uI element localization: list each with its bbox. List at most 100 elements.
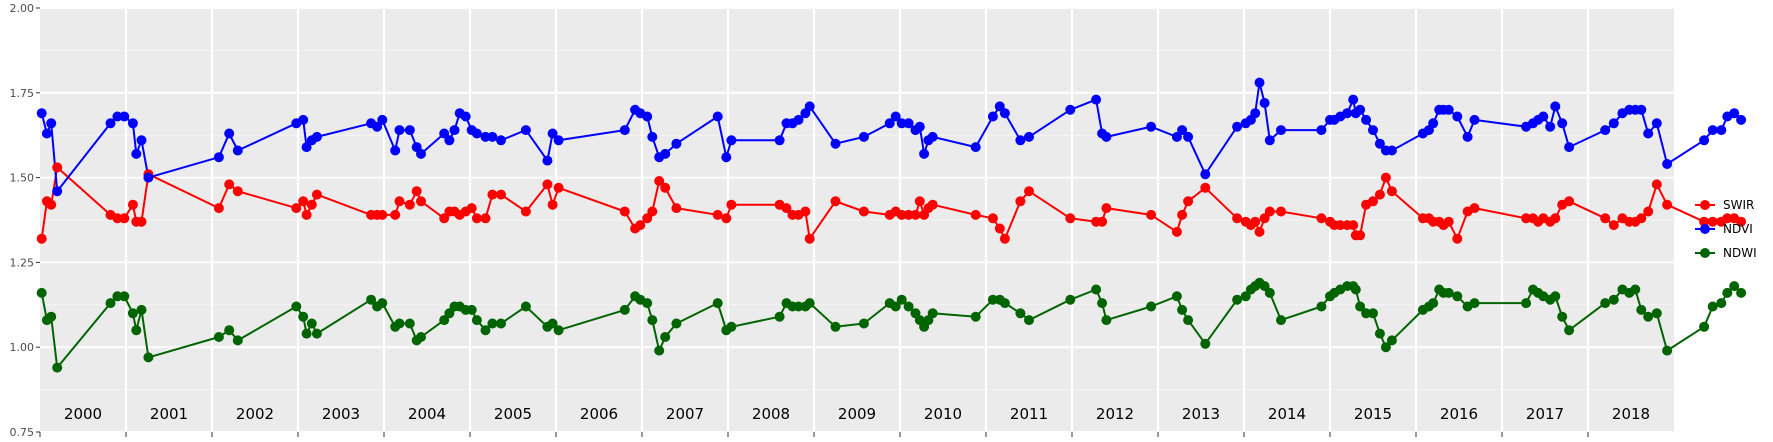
data-point-ndvi <box>896 118 907 129</box>
data-point-ndwi <box>496 318 506 329</box>
data-point-ndwi <box>903 301 914 312</box>
data-point-ndvi <box>726 135 737 146</box>
data-point-swir <box>1024 186 1034 197</box>
data-point-ndwi <box>1630 284 1641 295</box>
data-point-ndvi <box>224 128 235 139</box>
data-point-swir <box>804 233 815 244</box>
x-axis: 2000 2001 2002 2003 2004 2005 2006 2007 2008 2009… <box>39 405 1650 437</box>
data-point-ndwi <box>1368 308 1378 319</box>
data-point-swir <box>999 233 1010 244</box>
data-point-ndwi <box>232 335 243 346</box>
data-point-ndvi <box>1355 104 1366 115</box>
data-point-swir <box>635 220 646 231</box>
data-point-ndwi <box>642 298 653 309</box>
data-point-ndvi <box>1015 135 1026 146</box>
data-point-ndvi <box>804 101 815 112</box>
data-point-swir <box>1736 216 1747 227</box>
data-point-swir <box>1550 213 1561 224</box>
data-point-ndvi <box>1146 121 1157 132</box>
data-point-ndwi <box>471 315 482 326</box>
data-point-ndvi <box>487 131 498 142</box>
data-point-ndwi <box>774 311 785 322</box>
data-point-ndwi <box>1380 342 1391 353</box>
data-point-swir <box>1355 230 1366 241</box>
data-point-swir <box>520 206 531 217</box>
data-point-ndvi <box>1250 108 1261 119</box>
data-point-swir <box>1177 209 1188 220</box>
data-point-ndwi <box>830 321 841 332</box>
data-point-ndvi <box>460 111 471 122</box>
data-point-ndvi <box>553 135 564 146</box>
data-point-ndvi <box>1171 131 1182 142</box>
legend-key-dot-swir <box>1700 200 1710 210</box>
data-point-swir <box>291 203 302 214</box>
data-point-ndwi <box>1729 281 1740 292</box>
data-point-ndvi <box>1232 121 1243 132</box>
data-point-swir <box>394 196 405 207</box>
data-point-swir <box>390 209 401 220</box>
year-label: 2012 <box>1096 405 1134 423</box>
data-point-swir <box>301 209 312 220</box>
year-label: 2010 <box>924 405 962 423</box>
data-point-swir <box>119 213 130 224</box>
data-point-swir <box>1380 172 1391 183</box>
data-point-ndwi <box>858 318 869 329</box>
data-point-ndvi <box>987 111 998 122</box>
data-point-ndvi <box>1545 121 1556 132</box>
data-point-ndvi <box>416 148 426 159</box>
data-point-ndvi <box>1707 125 1718 136</box>
data-point-ndvi <box>1177 125 1188 136</box>
data-point-swir <box>994 223 1005 234</box>
data-point-swir <box>36 233 47 244</box>
data-point-ndwi <box>1722 287 1733 298</box>
data-point-swir <box>1183 196 1194 207</box>
data-point-swir <box>726 199 737 210</box>
data-point-ndwi <box>466 304 477 315</box>
data-point-ndvi <box>143 172 154 183</box>
data-point-swir <box>910 209 921 220</box>
data-point-swir <box>1636 213 1647 224</box>
data-point-ndwi <box>647 315 658 326</box>
data-point-ndvi <box>1101 131 1112 142</box>
data-point-ndvi <box>46 118 57 129</box>
data-point-ndvi <box>394 125 405 136</box>
data-point-ndvi <box>542 155 553 166</box>
data-point-ndvi <box>1200 169 1211 180</box>
data-point-swir <box>1097 216 1108 227</box>
data-point-ndwi <box>970 311 981 322</box>
data-point-ndvi <box>1368 125 1378 136</box>
data-point-ndwi <box>654 345 665 356</box>
data-point-ndvi <box>1643 128 1654 139</box>
data-point-swir <box>830 196 841 207</box>
data-point-swir <box>1600 213 1611 224</box>
data-point-ndwi <box>1600 298 1611 309</box>
legend-label-swir: SWIR <box>1723 198 1754 212</box>
data-point-ndvi <box>1716 125 1727 136</box>
data-point-swir <box>416 196 426 207</box>
data-point-swir <box>213 203 224 214</box>
data-point-ndvi <box>884 118 895 129</box>
data-point-swir <box>858 206 869 217</box>
data-point-ndwi <box>1065 294 1076 305</box>
data-point-ndwi <box>1521 298 1532 309</box>
data-point-ndvi <box>1462 131 1473 142</box>
data-point-swir <box>1316 213 1327 224</box>
data-point-ndwi <box>1452 291 1463 302</box>
data-point-ndwi <box>1386 335 1397 346</box>
data-point-ndvi <box>858 131 869 142</box>
data-point-swir <box>1171 226 1182 237</box>
data-point-ndwi <box>1699 321 1710 332</box>
data-point-ndwi <box>306 318 317 329</box>
year-label: 2001 <box>150 405 188 423</box>
y-tick-label: 0.75 <box>10 426 35 439</box>
data-point-ndvi <box>1276 125 1286 136</box>
data-point-ndvi <box>105 118 116 129</box>
data-point-swir <box>914 196 925 207</box>
data-point-ndwi <box>927 308 938 319</box>
year-label: 2009 <box>838 405 876 423</box>
year-label: 2018 <box>1612 405 1650 423</box>
data-point-swir <box>781 203 792 214</box>
year-label: 2002 <box>236 405 274 423</box>
data-point-swir <box>1335 220 1346 231</box>
year-label: 2011 <box>1010 405 1048 423</box>
